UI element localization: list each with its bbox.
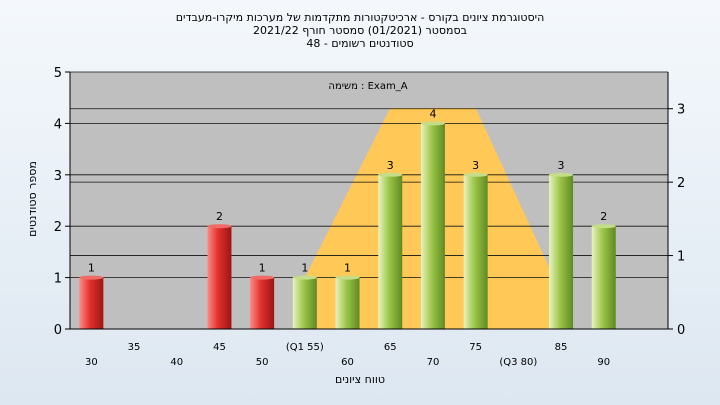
bar-value-label: 1 [344,262,351,275]
x-tick-label: 45 [213,342,226,353]
y-tick-label: 4 [54,117,62,132]
y-tick-label: 0 [54,323,62,338]
bar-value-label: 2 [600,210,607,223]
x-tick-label: 90 [597,357,610,368]
bar-value-label: 1 [301,262,308,275]
y-tick-label: 2 [54,220,62,235]
histogram-bar [79,277,104,329]
histogram-bar [335,277,360,329]
bar-top-cap [591,224,616,229]
x-tick-label: 30 [85,357,98,368]
bar-value-label: 3 [558,159,565,172]
bar-top-cap [79,275,104,280]
bar-value-label: 3 [387,159,394,172]
x-tick-label: 50 [256,357,269,368]
bar-top-cap [207,224,232,229]
bar-top-cap [378,172,403,177]
y2-tick-label: 1 [677,250,685,265]
y-axis-title: מספר סטודנטים [26,161,39,237]
bar-top-cap [463,172,488,177]
x-tick-label: 85 [555,342,568,353]
x-tick-label: 65 [384,342,397,353]
bar-value-label: 3 [472,159,479,172]
bar-value-label: 1 [259,262,266,275]
x-tick-label: 60 [341,357,354,368]
histogram-bar [207,226,232,329]
chart-title-line-3: סטודנטים רשומים - 48 [306,37,414,50]
y-tick-label: 5 [54,66,62,81]
histogram-bar [378,174,403,329]
bar-top-cap [250,275,275,280]
histogram-bar [250,277,275,329]
bar-value-label: 1 [88,262,95,275]
x-tick-label: 75 [469,342,482,353]
histogram-bar [549,174,574,329]
x-tick-label: (Q1 55) [286,342,324,353]
bar-top-cap [292,275,317,280]
bar-top-cap [420,121,445,126]
histogram-bar [591,226,616,329]
y2-tick-label: 0 [677,323,685,338]
x-tick-label: 35 [128,342,141,353]
x-tick-label: (Q3 80) [499,357,537,368]
y2-tick-label: 2 [677,176,685,191]
histogram-bar [420,123,445,330]
y-tick-label: 3 [54,169,62,184]
x-axis-title: טווח ציונים [335,373,385,386]
chart-annotation: משימה : Exam_A [328,81,407,92]
bar-top-cap [335,275,360,280]
y-tick-label: 1 [54,272,62,287]
x-tick-label: 70 [427,357,440,368]
chart-title: היסטוגרמת ציונים בקורס - ארכיטקטורות מתק… [0,11,720,50]
bar-top-cap [549,172,574,177]
y2-tick-label: 3 [677,103,685,118]
histogram-bar [463,174,488,329]
x-tick-label: 40 [170,357,183,368]
chart-title-line-2: בסמסטר (01/2021) סמסטר חורף 2021/22 [253,24,467,37]
bar-value-label: 4 [429,107,436,120]
histogram-bar [292,277,317,329]
bar-value-label: 2 [216,210,223,223]
chart-title-line-1: היסטוגרמת ציונים בקורס - ארכיטקטורות מתק… [175,11,545,24]
